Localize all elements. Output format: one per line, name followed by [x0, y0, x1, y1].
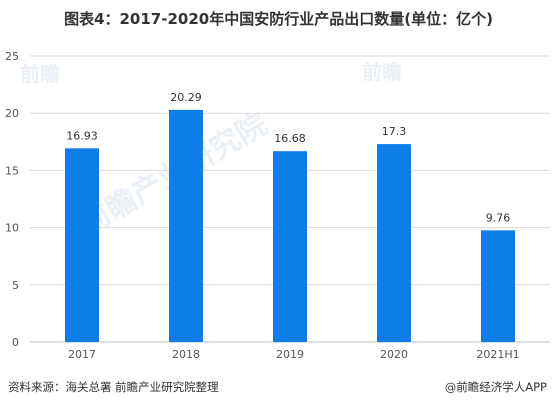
- bar: [169, 109, 203, 342]
- x-tick-label: 2021H1: [476, 348, 519, 361]
- x-tick-label: 2017: [68, 348, 96, 361]
- value-labels: 16.93 20.29 16.68 17.3 9.76: [66, 91, 510, 224]
- y-tick-label: 10: [5, 222, 19, 235]
- x-tick-label: 2018: [172, 348, 200, 361]
- data-label: 20.29: [170, 91, 202, 104]
- data-label: 16.68: [274, 132, 306, 145]
- x-axis-ticks: 2017 2018 2019 2020 2021H1: [68, 348, 520, 361]
- brand-credit: @前瞻经济学人APP: [444, 380, 547, 394]
- y-tick-label: 5: [12, 279, 19, 292]
- bar: [481, 230, 515, 342]
- y-tick-label: 25: [5, 50, 19, 63]
- data-label: 9.76: [486, 211, 511, 224]
- data-label: 16.93: [66, 129, 98, 142]
- bars: [65, 109, 515, 342]
- x-tick-label: 2019: [276, 348, 304, 361]
- x-tick-label: 2020: [380, 348, 408, 361]
- y-axis-ticks: 0 5 10 15 20 25: [5, 50, 19, 349]
- footer: 资料来源：海关总署 前瞻产业研究院整理 @前瞻经济学人APP: [8, 379, 547, 397]
- y-tick-label: 15: [5, 164, 19, 177]
- chart-title: 图表4：2017-2020年中国安防行业产品出口数量(单位：亿个): [64, 10, 493, 28]
- y-tick-label: 0: [12, 336, 19, 349]
- bar: [377, 144, 411, 342]
- y-tick-label: 20: [5, 107, 19, 120]
- bar: [273, 151, 307, 342]
- data-label: 17.3: [382, 125, 407, 138]
- source-note: 资料来源：海关总署 前瞻产业研究院整理: [8, 380, 219, 394]
- bar: [65, 148, 99, 342]
